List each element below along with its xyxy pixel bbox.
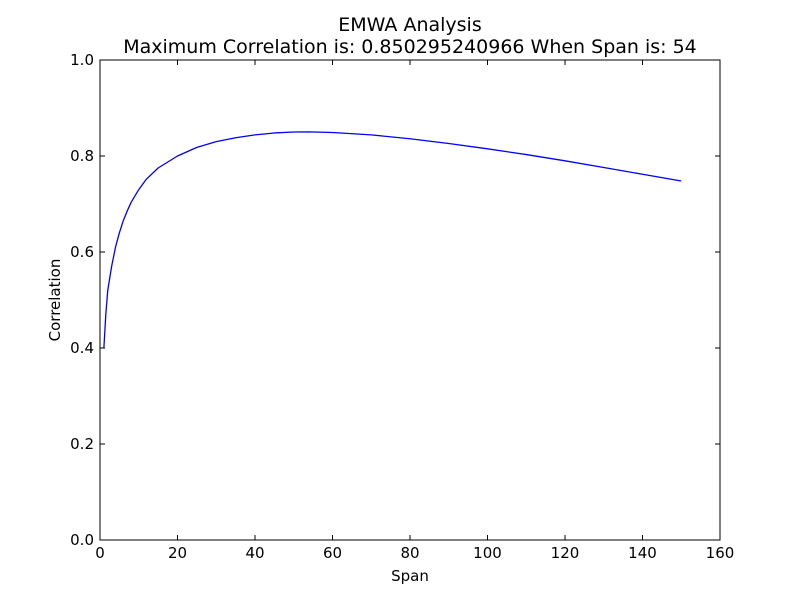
y-tick-label: 0.8 bbox=[70, 147, 94, 165]
plot-marks bbox=[103, 131, 682, 349]
x-tick-label: 80 bbox=[400, 544, 419, 562]
y-axis-label: Correlation bbox=[46, 259, 64, 342]
plot-frame bbox=[99, 59, 721, 541]
x-tick-label: 0 bbox=[95, 544, 105, 562]
correlation-line bbox=[103, 131, 682, 349]
x-tick-label: 40 bbox=[245, 544, 264, 562]
x-tick-label: 20 bbox=[168, 544, 187, 562]
y-tick-label: 0.2 bbox=[70, 435, 94, 453]
y-tick-label: 0.6 bbox=[70, 243, 94, 261]
chart-title: EMWA Analysis bbox=[338, 14, 481, 36]
chart-subtitle: Maximum Correlation is: 0.850295240966 W… bbox=[123, 36, 697, 58]
x-tick-label: 120 bbox=[551, 544, 580, 562]
x-tick-label: 60 bbox=[323, 544, 342, 562]
x-tick-label: 100 bbox=[473, 544, 502, 562]
axis-ticks: 0 20 40 60 80 100 120 140 160 0.0 0.2 0.4 0.6 0.8 1.0 bbox=[70, 51, 734, 562]
x-axis-label: Span bbox=[391, 567, 429, 585]
x-tick-label: 160 bbox=[706, 544, 735, 562]
y-tick-label: 1.0 bbox=[70, 51, 94, 69]
x-tick-label: 140 bbox=[628, 544, 657, 562]
y-tick-label: 0.0 bbox=[70, 531, 94, 549]
y-tick-label: 0.4 bbox=[70, 339, 94, 357]
